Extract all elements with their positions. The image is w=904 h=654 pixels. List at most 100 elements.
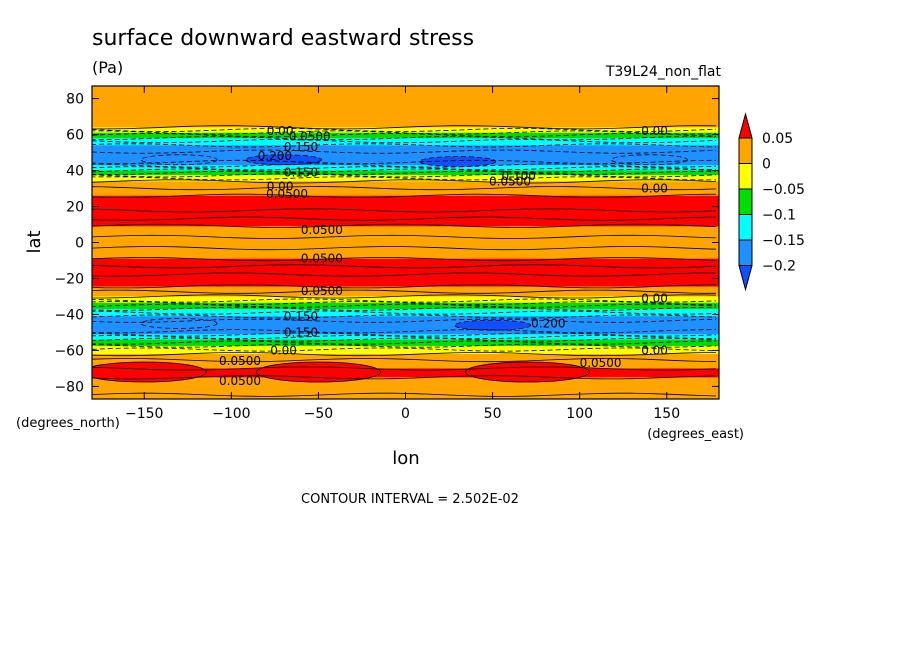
run-label: T39L24_non_flat [605,64,722,80]
band [92,139,719,141]
band [92,241,719,244]
band [92,363,719,365]
band [92,221,719,224]
contour-label: 0.00 [641,343,668,357]
band [92,150,719,153]
band [92,273,719,275]
y-tick-label: 0 [75,236,84,252]
band [92,170,719,173]
band [92,326,719,328]
band [92,115,719,118]
band [92,356,719,359]
contour-line [92,186,717,191]
band [92,368,719,370]
band [92,294,719,297]
x-tick-label: 50 [484,406,502,422]
band [92,203,719,206]
band [92,255,719,258]
band [92,246,719,249]
band [92,311,719,314]
band [92,238,719,240]
band [92,380,719,382]
contour-line [92,223,717,228]
band [92,324,719,326]
band [92,169,719,172]
contour-label: 0.00 [270,343,297,357]
band [92,346,719,349]
band [92,197,719,200]
band [92,270,719,272]
band [92,367,719,370]
band [92,211,719,214]
contour-line [92,340,717,345]
band [92,103,719,106]
band [92,189,719,191]
band [92,218,719,220]
band [92,202,719,204]
band [92,362,719,364]
y-tick-label: 20 [66,200,84,216]
band [92,338,719,341]
band [92,127,719,129]
band [92,325,719,327]
contour-line [92,375,717,380]
anomaly-patch [419,156,497,167]
band [92,96,719,99]
band [92,386,719,388]
band [92,205,719,208]
band [92,306,719,308]
band [92,157,719,159]
y-tick-label: 60 [66,128,84,144]
band [92,327,719,329]
band [92,146,719,148]
band [92,153,719,155]
band [92,140,719,143]
band [92,215,719,218]
band [92,389,719,391]
band [92,287,719,289]
band [92,322,719,325]
band [92,123,719,126]
band [92,159,719,162]
band [92,337,719,340]
band [92,277,719,280]
band [92,390,719,392]
band [92,163,719,165]
contour-line [92,179,717,184]
x-axis-label: lon [392,448,419,469]
y-axis-units: (degrees_north) [16,416,120,431]
band [92,194,719,197]
band [92,345,719,348]
band [92,200,719,202]
contour-line [92,294,717,299]
band [92,109,719,111]
band [92,317,719,319]
band [92,157,719,160]
plot-area: 0.000.05000.1500.2000.1500.000.05000.050… [92,86,719,399]
contour-label: 0.200 [531,316,565,330]
band [92,235,719,237]
contour-line [92,149,717,154]
band [92,382,719,385]
band [92,381,719,384]
band [92,323,719,325]
band [92,168,719,171]
band [92,121,719,124]
band [92,296,719,298]
contour-label: 0.0500 [219,374,261,388]
band [92,207,719,209]
band [92,103,719,105]
band [92,228,719,230]
colorbar-label: −0.2 [762,259,796,275]
band [92,164,719,166]
band [92,263,719,265]
contour-label: 0.100 [502,169,536,183]
band [92,196,719,199]
band [92,297,719,299]
x-tick-label: 150 [653,406,680,422]
band [92,166,719,169]
band [92,101,719,103]
anomaly-patch [92,361,207,383]
band [92,333,719,335]
